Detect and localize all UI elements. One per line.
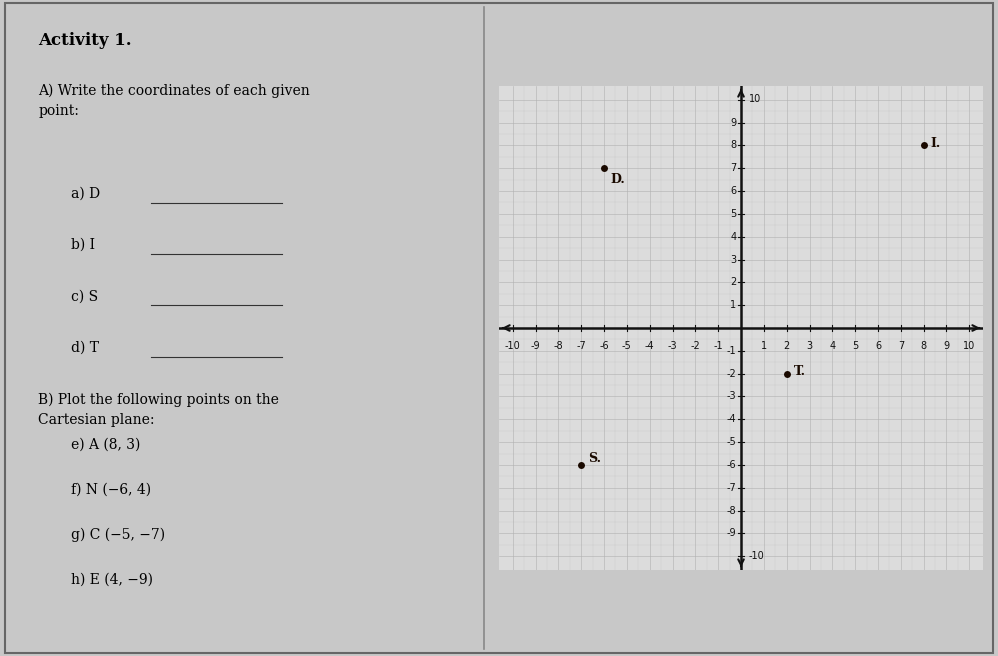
Text: 4: 4 [829,340,835,350]
Text: -4: -4 [645,340,655,350]
Text: B) Plot the following points on the
Cartesian plane:: B) Plot the following points on the Cart… [38,392,279,427]
Text: -3: -3 [668,340,678,350]
Text: 10: 10 [749,94,761,104]
Text: -8: -8 [554,340,563,350]
Text: -5: -5 [622,340,632,350]
Text: 1: 1 [731,300,737,310]
Text: -10: -10 [505,340,521,350]
Text: S.: S. [588,451,601,464]
Text: 1: 1 [760,340,766,350]
Text: 2: 2 [731,277,737,287]
Text: -5: -5 [727,437,737,447]
Text: 9: 9 [731,117,737,127]
Text: A) Write the coordinates of each given
point:: A) Write the coordinates of each given p… [38,84,309,118]
Text: d) T: d) T [71,341,99,355]
Text: D.: D. [611,173,626,186]
Text: -10: -10 [749,551,764,562]
Text: 9: 9 [943,340,949,350]
Text: 6: 6 [731,186,737,196]
Text: -7: -7 [727,483,737,493]
Text: -7: -7 [576,340,586,350]
Text: -9: -9 [727,529,737,539]
Text: Activity 1.: Activity 1. [38,32,132,49]
Text: I.: I. [930,136,941,150]
Text: e) A (8, 3): e) A (8, 3) [71,438,141,451]
Text: 10: 10 [963,340,975,350]
Text: -2: -2 [727,369,737,379]
Text: 2: 2 [783,340,789,350]
Text: 3: 3 [731,255,737,264]
Text: 5: 5 [852,340,858,350]
Text: 8: 8 [731,140,737,150]
Text: 3: 3 [806,340,812,350]
Text: b) I: b) I [71,238,95,252]
Text: -4: -4 [727,415,737,424]
Text: -6: -6 [599,340,609,350]
Text: -2: -2 [691,340,701,350]
Text: -1: -1 [727,346,737,356]
Text: h) E (4, −9): h) E (4, −9) [71,572,153,586]
Text: -3: -3 [727,392,737,401]
Text: f) N (−6, 4): f) N (−6, 4) [71,482,151,497]
Text: -6: -6 [727,460,737,470]
Text: 5: 5 [731,209,737,219]
Text: -1: -1 [714,340,723,350]
Text: 8: 8 [920,340,927,350]
Text: T.: T. [793,365,805,378]
Text: 7: 7 [731,163,737,173]
Text: g) C (−5, −7): g) C (−5, −7) [71,527,165,542]
Text: 6: 6 [875,340,881,350]
Text: -9: -9 [531,340,540,350]
Text: 4: 4 [731,232,737,241]
Text: c) S: c) S [71,289,98,304]
Text: 7: 7 [898,340,904,350]
Text: a) D: a) D [71,186,100,201]
Text: -8: -8 [727,506,737,516]
